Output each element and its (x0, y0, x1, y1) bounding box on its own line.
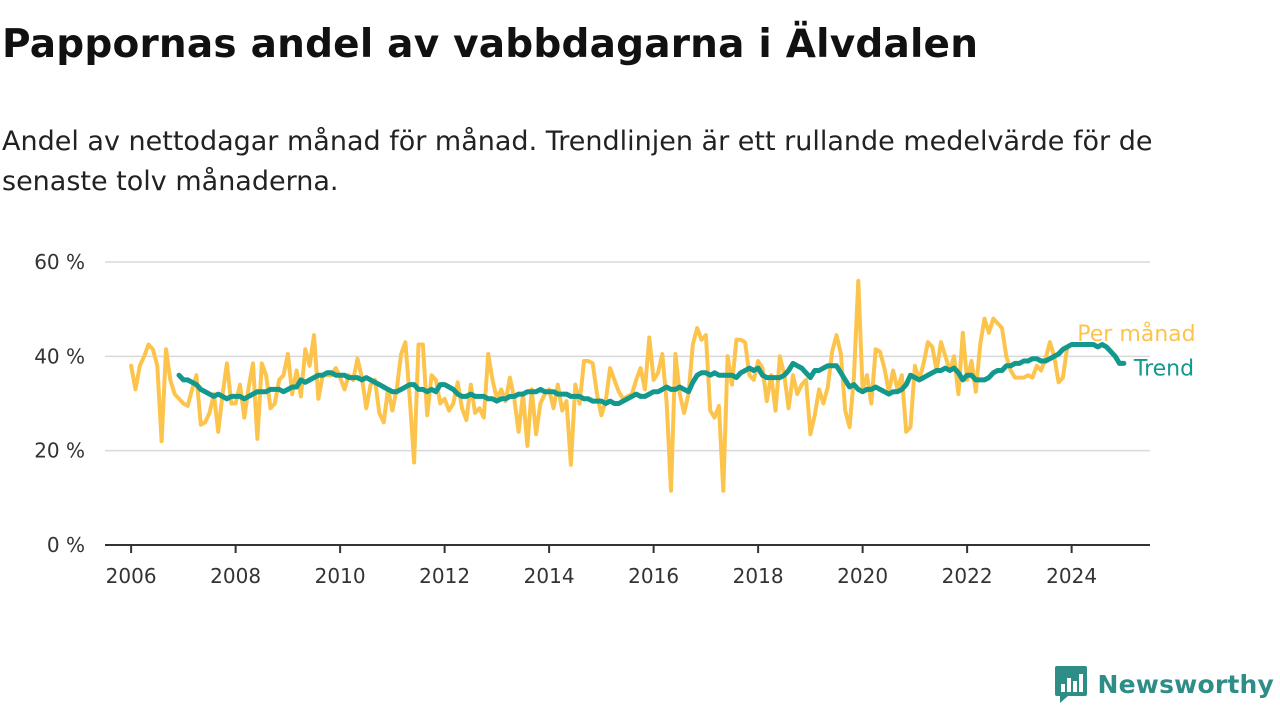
series-labels: Per månad Trend (1077, 321, 1195, 382)
x-tick-label: 2014 (524, 564, 575, 588)
y-tick-label: 20 % (34, 439, 85, 463)
x-tick-label: 2024 (1046, 564, 1097, 588)
chart-subtitle: Andel av nettodagar månad för månad. Tre… (2, 126, 1153, 197)
x-tick-label: 2016 (628, 564, 679, 588)
brand-name: Newsworthy (1097, 669, 1274, 699)
chart-title: Pappornas andel av vabbdagarna i Älvdale… (2, 22, 979, 67)
x-tick-label: 2006 (106, 564, 157, 588)
x-tick-label: 2008 (210, 564, 261, 588)
monthly-series-line (129, 278, 1070, 493)
y-tick-label: 60 % (34, 250, 85, 274)
gridlines (105, 261, 1150, 452)
y-tick-label: 0 % (47, 533, 85, 557)
newsworthy-logo-icon (1054, 666, 1087, 703)
x-axis: 2006 2008 2010 2012 2014 2016 2018 2020 2022 2024 (105, 544, 1150, 588)
y-axis-labels: 0 % 20 % 40 % 60 % (34, 250, 85, 557)
y-tick-label: 40 % (34, 344, 85, 368)
x-tick-label: 2018 (733, 564, 784, 588)
newsworthy-logo: Newsworthy (1054, 664, 1275, 704)
monthly-series-label: Per månad (1077, 321, 1195, 347)
series-lines (129, 278, 1127, 493)
x-tick-label: 2022 (942, 564, 993, 588)
x-tick-label: 2010 (315, 564, 366, 588)
trend-series-label: Trend (1133, 356, 1194, 381)
x-tick-label: 2020 (837, 564, 888, 588)
trend-series-line (176, 342, 1127, 406)
x-tick-label: 2012 (419, 564, 470, 588)
